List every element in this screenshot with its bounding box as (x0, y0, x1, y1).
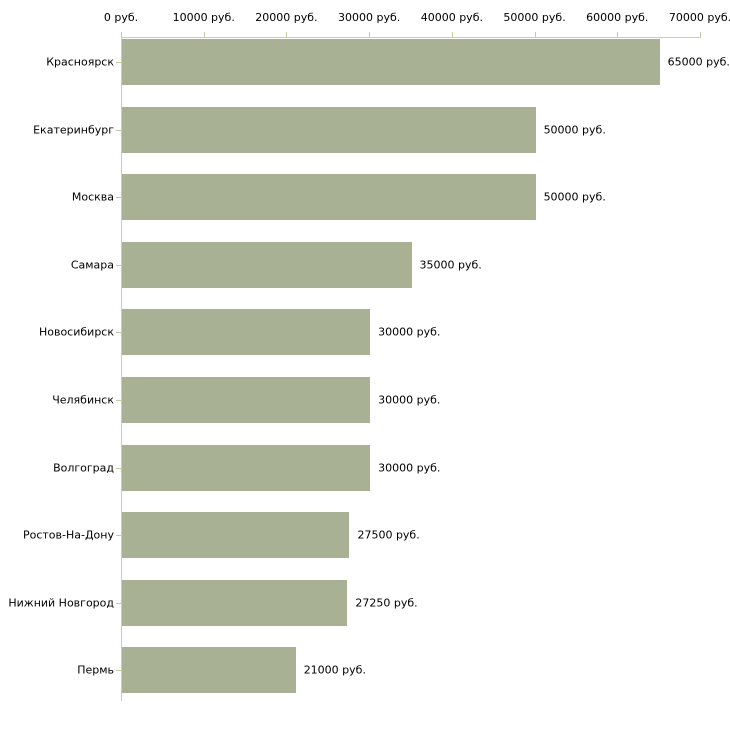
x-axis-tick-mark (369, 32, 370, 37)
x-axis-tick-mark (535, 32, 536, 37)
value-label: 30000 руб. (378, 325, 441, 339)
bar-Екатеринбург (122, 106, 536, 153)
value-label: 35000 руб. (419, 258, 482, 272)
bar-Красноярск (122, 39, 660, 85)
x-axis-tick-mark (121, 32, 122, 37)
bar-Челябинск (122, 377, 371, 423)
bar-Самара (122, 241, 412, 288)
x-axis-tick-label: 0 руб. (103, 11, 139, 24)
y-axis-tick-mark (116, 332, 121, 333)
category-label: Самара (70, 258, 114, 272)
x-axis-tick-label: 50000 руб. (503, 11, 566, 24)
category-label: Красноярск (46, 55, 114, 69)
bar-Пермь (122, 647, 296, 694)
category-label: Ростов-На-Дону (22, 528, 114, 542)
value-label: 27250 руб. (355, 596, 418, 610)
x-axis-tick-label: 40000 руб. (420, 11, 483, 24)
y-axis-tick-mark (116, 535, 121, 536)
y-axis-tick-mark (116, 265, 121, 266)
y-axis-line (121, 37, 122, 701)
value-label: 27500 руб. (357, 528, 420, 542)
value-label: 65000 руб. (667, 55, 730, 69)
value-label: 30000 руб. (378, 393, 441, 407)
category-label: Нижний Новгород (8, 596, 114, 610)
category-label: Новосибирск (38, 325, 114, 339)
bar-Ростов-На-Дону (122, 512, 350, 559)
category-label: Москва (71, 190, 114, 204)
y-axis-tick-mark (116, 130, 121, 131)
bar-Новосибирск (122, 309, 371, 356)
x-axis-tick-mark (286, 32, 287, 37)
x-axis-tick-label: 20000 руб. (255, 11, 318, 24)
y-axis-tick-mark (116, 468, 121, 469)
x-axis-tick-mark (617, 32, 618, 37)
x-axis-line (121, 37, 701, 38)
x-axis-tick-label: 70000 руб. (668, 11, 730, 24)
category-label: Пермь (77, 663, 114, 677)
bar-Волгоград (122, 444, 371, 491)
value-label: 50000 руб. (543, 123, 606, 137)
x-axis-tick-label: 10000 руб. (172, 11, 235, 24)
y-axis-tick-mark (116, 670, 121, 671)
y-axis-tick-mark (116, 400, 121, 401)
bar-Нижний Новгород (122, 579, 348, 626)
category-label: Екатеринбург (33, 123, 114, 137)
x-axis-tick-mark (452, 32, 453, 37)
x-axis-tick-mark (204, 32, 205, 37)
value-label: 30000 руб. (378, 461, 441, 475)
y-axis-tick-mark (116, 62, 121, 63)
value-label: 21000 руб. (303, 663, 366, 677)
value-label: 50000 руб. (543, 190, 606, 204)
x-axis-tick-label: 30000 руб. (338, 11, 401, 24)
y-axis-tick-mark (116, 603, 121, 604)
x-axis-tick-label: 60000 руб. (586, 11, 649, 24)
category-label: Челябинск (52, 393, 114, 407)
category-label: Волгоград (53, 461, 114, 475)
bar-Москва (122, 174, 536, 221)
y-axis-tick-mark (116, 197, 121, 198)
x-axis-tick-mark (700, 32, 701, 37)
